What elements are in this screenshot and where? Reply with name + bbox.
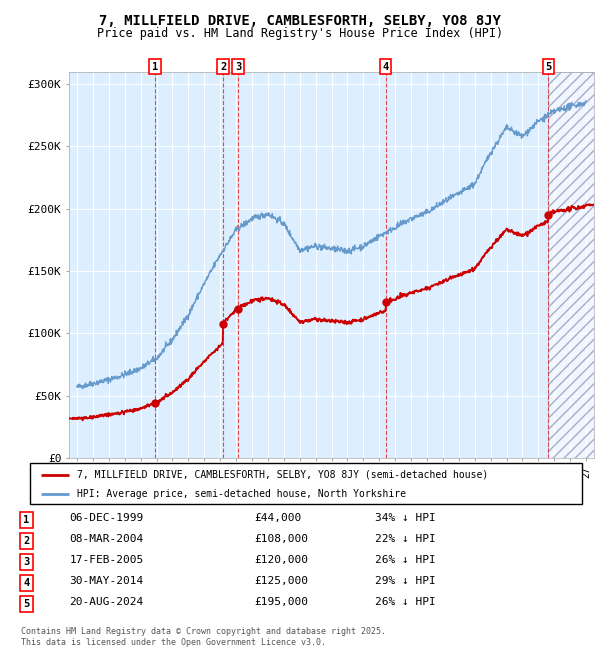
Text: 29% ↓ HPI: 29% ↓ HPI	[375, 577, 436, 586]
Text: £44,000: £44,000	[254, 514, 301, 523]
Text: 30-MAY-2014: 30-MAY-2014	[70, 577, 144, 586]
Text: 3: 3	[235, 62, 241, 72]
Text: 34% ↓ HPI: 34% ↓ HPI	[375, 514, 436, 523]
Text: 26% ↓ HPI: 26% ↓ HPI	[375, 555, 436, 566]
Text: 17-FEB-2005: 17-FEB-2005	[70, 555, 144, 566]
Text: 3: 3	[23, 557, 29, 567]
Text: 4: 4	[383, 62, 389, 72]
Text: 20-AUG-2024: 20-AUG-2024	[70, 597, 144, 607]
Text: 5: 5	[23, 599, 29, 609]
Bar	[548, 72, 594, 458]
Text: 2: 2	[23, 536, 29, 546]
Bar	[548, 72, 594, 458]
Text: £125,000: £125,000	[254, 577, 308, 586]
Text: £195,000: £195,000	[254, 597, 308, 607]
Text: £120,000: £120,000	[254, 555, 308, 566]
Text: 26% ↓ HPI: 26% ↓ HPI	[375, 597, 436, 607]
Text: 08-MAR-2004: 08-MAR-2004	[70, 534, 144, 544]
Text: 5: 5	[545, 62, 551, 72]
Text: Price paid vs. HM Land Registry's House Price Index (HPI): Price paid vs. HM Land Registry's House …	[97, 27, 503, 40]
Text: 4: 4	[23, 578, 29, 588]
Text: 7, MILLFIELD DRIVE, CAMBLESFORTH, SELBY, YO8 8JY (semi-detached house): 7, MILLFIELD DRIVE, CAMBLESFORTH, SELBY,…	[77, 470, 488, 480]
Text: 2: 2	[220, 62, 226, 72]
Text: £108,000: £108,000	[254, 534, 308, 544]
Text: Contains HM Land Registry data © Crown copyright and database right 2025.
This d: Contains HM Land Registry data © Crown c…	[21, 627, 386, 647]
Text: 06-DEC-1999: 06-DEC-1999	[70, 514, 144, 523]
Text: 1: 1	[152, 62, 158, 72]
Text: HPI: Average price, semi-detached house, North Yorkshire: HPI: Average price, semi-detached house,…	[77, 489, 406, 499]
Text: 7, MILLFIELD DRIVE, CAMBLESFORTH, SELBY, YO8 8JY: 7, MILLFIELD DRIVE, CAMBLESFORTH, SELBY,…	[99, 14, 501, 29]
Text: 1: 1	[23, 515, 29, 525]
Text: 22% ↓ HPI: 22% ↓ HPI	[375, 534, 436, 544]
FancyBboxPatch shape	[30, 463, 582, 504]
